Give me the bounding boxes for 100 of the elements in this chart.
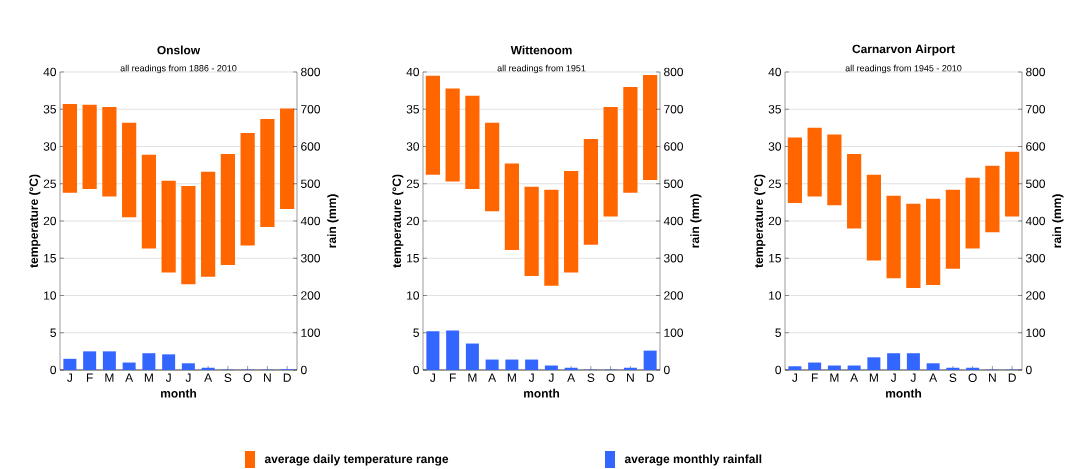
y2-tick-label: 0 xyxy=(1026,365,1032,375)
bar xyxy=(122,362,136,370)
y-tick-label: 10 xyxy=(769,291,782,300)
y-tick-label: 10 xyxy=(44,291,57,300)
bar xyxy=(926,198,941,286)
y-tick-label: 30 xyxy=(406,142,420,151)
bar xyxy=(906,203,921,289)
bar xyxy=(985,165,1000,233)
bar xyxy=(426,331,440,370)
x-tick-label: F xyxy=(449,373,456,382)
bar xyxy=(603,107,618,217)
y2-tick-label: 400 xyxy=(300,216,321,226)
y-tick-label: 5 xyxy=(775,328,781,337)
bar xyxy=(240,133,255,246)
bar xyxy=(63,358,77,370)
x-tick-label: N xyxy=(627,373,634,382)
chart-subtitle: all readings from 1951 xyxy=(497,64,586,74)
bar xyxy=(83,351,97,370)
y-tick-label: 40 xyxy=(406,67,420,77)
bar xyxy=(807,127,822,197)
y-axis-title: temperature (°C) xyxy=(392,174,404,268)
bar xyxy=(142,353,156,370)
x-tick-label: A xyxy=(125,373,134,382)
y-tick-label: 15 xyxy=(407,254,419,263)
chart-title: Carnarvon Airport xyxy=(852,44,955,56)
y2-tick-label: 300 xyxy=(663,254,684,263)
bar xyxy=(201,171,216,277)
x-tick-label: F xyxy=(811,373,818,382)
bar xyxy=(82,104,97,189)
y-tick-label: 0 xyxy=(775,365,782,375)
bar xyxy=(866,174,881,261)
y-tick-label: 20 xyxy=(43,216,57,226)
bar xyxy=(280,108,295,210)
y-tick-label: 5 xyxy=(413,328,419,337)
bar xyxy=(446,330,460,370)
bar xyxy=(544,365,558,370)
y-axis-title: temperature (°C) xyxy=(29,174,41,268)
bar xyxy=(564,367,578,370)
y-tick-label: 40 xyxy=(43,67,57,77)
x-tick-label: A xyxy=(567,373,576,382)
y2-tick-label: 800 xyxy=(301,67,321,77)
y-tick-label: 30 xyxy=(43,142,57,151)
bar xyxy=(623,367,637,370)
y-tick-label: 0 xyxy=(50,365,57,375)
y-tick-label: 20 xyxy=(768,216,782,226)
bar xyxy=(161,180,176,273)
y2-tick-label: 600 xyxy=(664,142,684,151)
y2-tick-label: 600 xyxy=(301,142,321,151)
bar xyxy=(886,195,901,279)
x-axis-title: month xyxy=(886,388,922,398)
x-tick-label: M xyxy=(869,373,878,382)
bar xyxy=(544,189,559,286)
y2-tick-label: 700 xyxy=(301,105,321,114)
bar xyxy=(623,86,638,193)
x-tick-label: O xyxy=(968,373,977,382)
bar xyxy=(524,186,539,277)
y2-tick-label: 500 xyxy=(664,179,684,188)
y-tick-label: 25 xyxy=(406,179,419,188)
y-tick-label: 35 xyxy=(406,105,419,114)
y2-axis-title: rain (mm) xyxy=(1052,194,1064,248)
y2-tick-label: 500 xyxy=(1026,179,1046,188)
bar xyxy=(504,163,519,251)
x-tick-label: D xyxy=(283,373,291,382)
y-tick-label: 35 xyxy=(43,105,56,114)
y2-tick-label: 700 xyxy=(664,105,684,114)
y2-tick-label: 600 xyxy=(1026,142,1046,151)
legend-label: average daily temperature range xyxy=(264,454,449,466)
bar xyxy=(643,350,657,370)
bar xyxy=(1005,151,1020,217)
y-tick-label: 0 xyxy=(413,365,420,375)
y2-tick-label: 200 xyxy=(664,291,684,300)
bar xyxy=(162,354,176,370)
x-tick-label: A xyxy=(488,373,497,382)
chart-title: Onslow xyxy=(157,45,201,55)
y2-tick-label: 500 xyxy=(301,179,321,188)
y2-tick-label: 700 xyxy=(1026,105,1046,114)
bar xyxy=(505,359,519,370)
x-tick-label: N xyxy=(989,373,996,382)
x-tick-label: M xyxy=(144,373,153,382)
bar xyxy=(445,88,460,182)
bar xyxy=(465,95,480,189)
y2-tick-label: 0 xyxy=(301,365,307,375)
bar xyxy=(201,367,215,370)
y2-tick-label: 400 xyxy=(663,216,684,226)
x-tick-label: A xyxy=(204,373,213,382)
y2-axis-title: rain (mm) xyxy=(327,194,339,248)
x-tick-label: J xyxy=(67,373,72,382)
bar xyxy=(827,134,842,206)
y-tick-label: 25 xyxy=(768,179,781,188)
bar xyxy=(525,359,539,370)
bar xyxy=(181,363,195,370)
y-tick-label: 15 xyxy=(769,254,781,263)
bar xyxy=(485,122,500,212)
x-tick-label: J xyxy=(185,373,191,382)
x-tick-label: M xyxy=(830,373,839,382)
bar xyxy=(485,359,499,370)
x-axis-title: month xyxy=(524,388,560,398)
y2-tick-label: 200 xyxy=(1026,291,1046,300)
bar xyxy=(181,185,196,285)
x-tick-label: A xyxy=(850,373,859,382)
